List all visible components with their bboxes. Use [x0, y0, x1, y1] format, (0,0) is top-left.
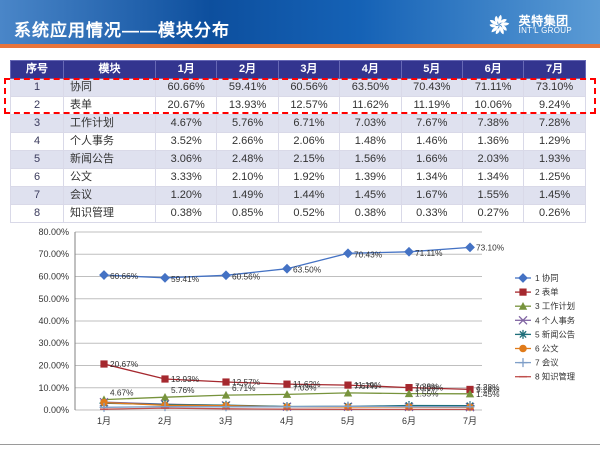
svg-text:5.76%: 5.76%: [171, 385, 195, 395]
svg-text:80.00%: 80.00%: [38, 227, 69, 237]
svg-text:60.56%: 60.56%: [232, 271, 261, 281]
svg-text:59.41%: 59.41%: [171, 274, 200, 284]
svg-text:10.00%: 10.00%: [38, 383, 69, 393]
svg-text:6 公文: 6 公文: [535, 344, 559, 354]
svg-text:2月: 2月: [158, 416, 172, 426]
svg-text:30.00%: 30.00%: [38, 338, 69, 348]
svg-text:60.66%: 60.66%: [110, 271, 139, 281]
svg-text:1 协同: 1 协同: [535, 273, 559, 283]
svg-text:4月: 4月: [280, 416, 294, 426]
svg-text:7 会议: 7 会议: [535, 358, 559, 368]
svg-text:2 表单: 2 表单: [535, 287, 559, 297]
svg-text:7月: 7月: [463, 416, 477, 426]
svg-text:73.10%: 73.10%: [476, 242, 505, 252]
svg-text:70.00%: 70.00%: [38, 249, 69, 259]
svg-text:4.67%: 4.67%: [110, 388, 134, 398]
svg-text:5月: 5月: [341, 416, 355, 426]
svg-text:6月: 6月: [402, 416, 416, 426]
svg-text:3月: 3月: [219, 416, 233, 426]
svg-text:6.71%: 6.71%: [232, 383, 256, 393]
svg-text:1.45%: 1.45%: [476, 389, 500, 399]
svg-text:40.00%: 40.00%: [38, 316, 69, 326]
svg-text:60.00%: 60.00%: [38, 272, 69, 282]
svg-text:13.93%: 13.93%: [171, 374, 200, 384]
svg-text:3 工作计划: 3 工作计划: [535, 301, 575, 311]
svg-text:20.67%: 20.67%: [110, 359, 139, 369]
svg-text:20.00%: 20.00%: [38, 361, 69, 371]
svg-text:50.00%: 50.00%: [38, 294, 69, 304]
svg-text:4 个人事务: 4 个人事务: [535, 315, 575, 325]
svg-text:1.55%: 1.55%: [415, 389, 439, 399]
svg-text:63.50%: 63.50%: [293, 265, 322, 275]
svg-text:8 知识管理: 8 知识管理: [535, 372, 576, 382]
svg-text:70.43%: 70.43%: [354, 249, 383, 259]
svg-text:7.67%: 7.67%: [354, 381, 378, 391]
svg-text:0.00%: 0.00%: [43, 405, 69, 415]
svg-text:5 新闻公告: 5 新闻公告: [535, 329, 575, 339]
svg-text:71.11%: 71.11%: [415, 248, 443, 258]
svg-text:7.03%: 7.03%: [293, 382, 317, 392]
svg-text:1月: 1月: [97, 416, 111, 426]
